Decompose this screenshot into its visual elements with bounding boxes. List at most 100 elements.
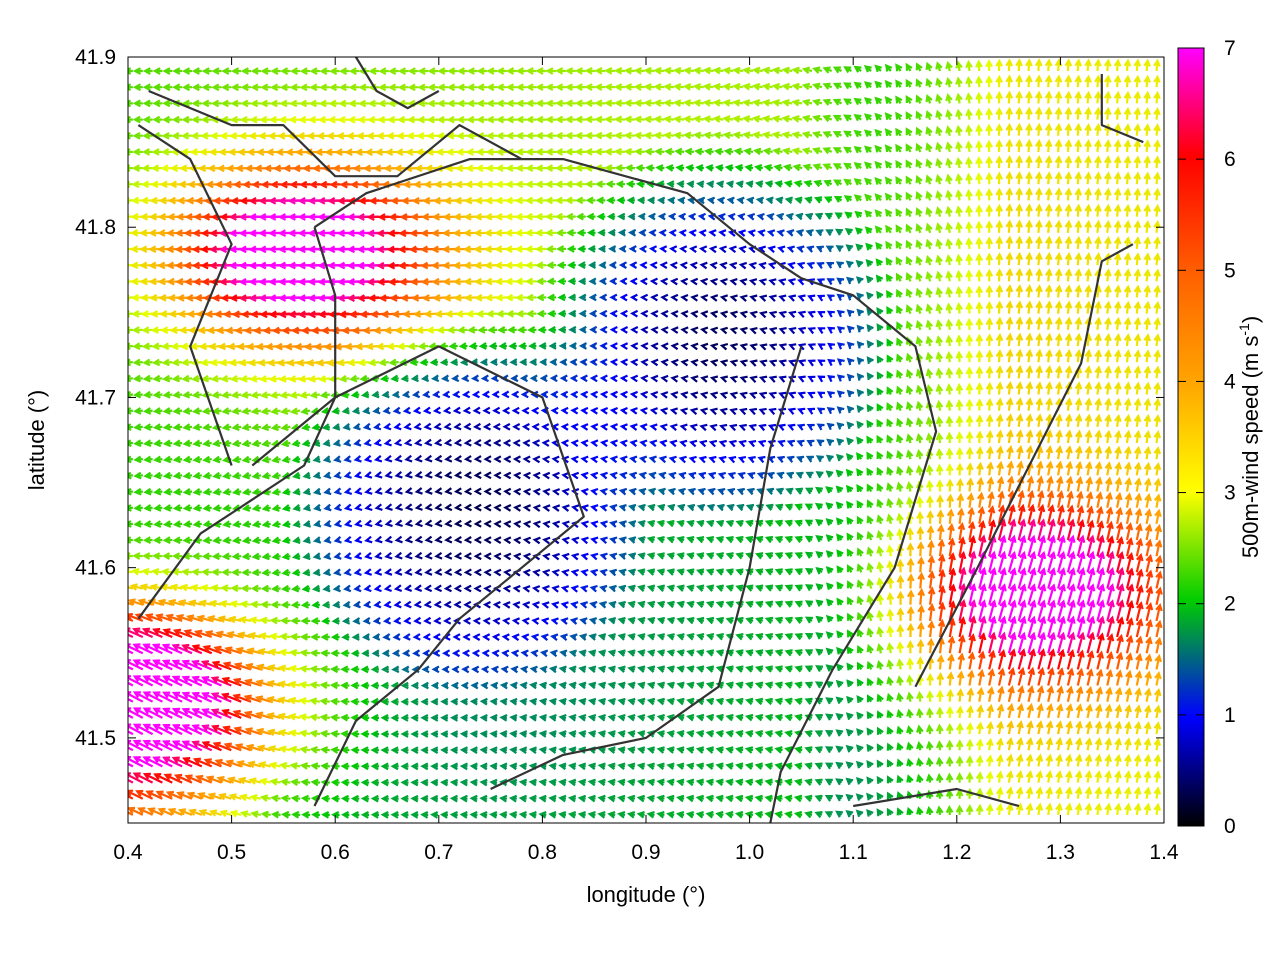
- wind-vector: [1134, 507, 1143, 525]
- wind-vector: [162, 707, 183, 719]
- wind-vector: [1134, 687, 1142, 702]
- wind-vector: [568, 778, 577, 787]
- wind-vector: [986, 703, 995, 719]
- wind-vector: [142, 739, 163, 752]
- wind-vector: [656, 568, 665, 576]
- wind-vector: [676, 762, 685, 770]
- wind-vector: [587, 697, 597, 706]
- wind-vector: [686, 665, 695, 673]
- wind-vector: [1145, 569, 1154, 589]
- wind-vector: [129, 583, 144, 591]
- wind-vector: [444, 552, 453, 560]
- wind-vector: [360, 730, 370, 738]
- wind-vector: [489, 778, 498, 787]
- wind-vector: [400, 811, 409, 819]
- wind-vector: [958, 616, 967, 638]
- wind-vector: [705, 552, 715, 560]
- wind-vector: [725, 616, 734, 625]
- wind-vector: [199, 584, 212, 592]
- wind-vector: [715, 552, 724, 560]
- wind-vector: [927, 620, 936, 638]
- wind-vector: [835, 794, 844, 802]
- wind-vector: [607, 746, 616, 754]
- wind-vector: [968, 550, 977, 573]
- wind-vector: [976, 704, 985, 719]
- wind-vector: [321, 600, 331, 609]
- wind-vector: [350, 746, 360, 754]
- wind-vector: [539, 665, 548, 674]
- wind-vector: [627, 746, 636, 754]
- wind-vector: [509, 697, 518, 706]
- wind-vector: [459, 746, 468, 755]
- wind-vector: [363, 584, 372, 593]
- wind-vector: [509, 681, 518, 690]
- wind-vector: [529, 665, 538, 674]
- wind-vector: [1143, 786, 1152, 799]
- wind-vector: [996, 753, 1004, 767]
- wind-vector: [343, 519, 353, 528]
- wind-vector: [866, 808, 874, 817]
- wind-vector: [450, 714, 459, 722]
- wind-vector: [210, 676, 232, 687]
- wind-vector: [261, 536, 271, 545]
- wind-vector: [511, 633, 520, 642]
- wind-vector: [1084, 802, 1093, 816]
- wind-vector: [289, 762, 301, 770]
- wind-vector: [558, 713, 567, 722]
- wind-vector: [538, 681, 548, 690]
- wind-vector: [696, 616, 705, 625]
- wind-vector: [876, 609, 884, 622]
- wind-vector: [400, 794, 409, 803]
- wind-vector: [541, 585, 550, 593]
- wind-vector: [186, 791, 203, 800]
- wind-vector: [384, 535, 393, 544]
- wind-vector: [403, 616, 412, 625]
- wind-vector: [479, 713, 488, 722]
- wind-vector: [978, 650, 986, 670]
- wind-vector: [804, 584, 813, 592]
- wind-vector: [1065, 703, 1074, 719]
- wind-vector: [607, 778, 616, 787]
- wind-vector: [472, 633, 481, 641]
- wind-vector: [824, 811, 833, 818]
- wind-vector: [191, 724, 213, 736]
- wind-vector: [958, 634, 966, 654]
- wind-vector: [440, 714, 449, 722]
- wind-vector: [162, 520, 173, 528]
- wind-vector: [302, 552, 311, 561]
- wind-vector: [443, 616, 452, 625]
- wind-vector: [567, 810, 577, 819]
- wind-vector: [846, 580, 854, 590]
- wind-vector: [352, 617, 361, 625]
- wind-vector: [745, 681, 754, 689]
- wind-vector: [463, 519, 472, 528]
- wind-vector: [958, 536, 966, 557]
- wind-vector: [299, 745, 311, 754]
- wind-vector: [499, 681, 509, 690]
- wind-vector: [451, 665, 460, 674]
- wind-vector: [548, 713, 557, 722]
- wind-vector: [1096, 599, 1106, 622]
- wind-vector: [977, 505, 986, 525]
- wind-vector: [937, 538, 946, 557]
- wind-vector: [947, 653, 955, 670]
- wind-vector: [333, 536, 342, 544]
- wind-vector: [513, 552, 522, 561]
- wind-vector: [528, 794, 537, 803]
- wind-vector: [1116, 599, 1125, 622]
- wind-vector: [233, 662, 252, 671]
- wind-vector: [607, 697, 616, 706]
- wind-vector: [568, 762, 577, 771]
- wind-vector: [510, 649, 520, 658]
- wind-vector: [845, 761, 854, 769]
- wind-vector: [250, 810, 262, 818]
- wind-vector: [299, 633, 311, 641]
- wind-vector: [725, 762, 734, 770]
- wind-vector: [499, 730, 508, 738]
- wind-vector: [1017, 599, 1027, 622]
- wind-vector: [329, 713, 340, 722]
- wind-vector: [538, 713, 547, 722]
- wind-vector: [886, 575, 895, 589]
- wind-vector: [845, 712, 854, 720]
- wind-vector: [449, 794, 458, 803]
